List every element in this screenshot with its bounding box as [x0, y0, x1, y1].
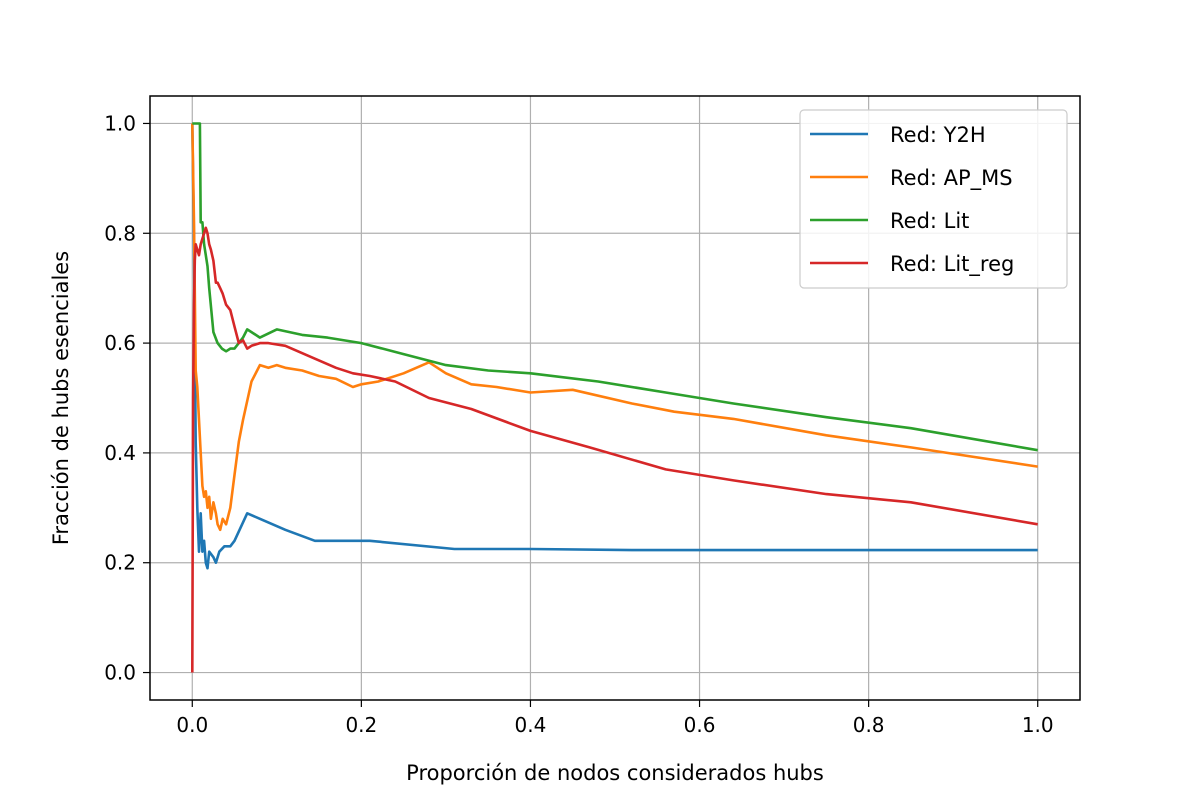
y-tick-label: 0.8 — [104, 221, 136, 245]
series-layer — [191, 122, 1038, 673]
y-tick-label: 0.0 — [104, 661, 136, 685]
legend-label: Red: Lit — [890, 209, 969, 233]
y-tick-label: 1.0 — [104, 111, 136, 135]
series-line-red-lit-reg — [191, 226, 1038, 673]
series-line-red-ap-ms — [191, 123, 1038, 532]
legend-label: Red: Y2H — [890, 123, 986, 147]
series-line-red-y2h — [191, 123, 1038, 570]
x-tick-label: 0.8 — [853, 713, 885, 737]
legend-label: Red: AP_MS — [890, 166, 1013, 191]
y-tick-label: 0.4 — [104, 441, 136, 465]
x-tick-label: 1.0 — [1022, 713, 1054, 737]
x-tick-label: 0.4 — [515, 713, 547, 737]
y-tick-label: 0.2 — [104, 551, 136, 575]
y-axis-label: Fracción de hubs esenciales — [49, 251, 73, 545]
y-tick-label: 0.6 — [104, 331, 136, 355]
x-axis-label: Proporción de nodos considerados hubs — [406, 761, 824, 785]
legend: Red: Y2H Red: AP_MS Red: Lit Red: Lit_reg — [799, 109, 1068, 289]
legend-box — [799, 109, 1068, 289]
plot-frame — [149, 95, 1081, 701]
legend-label: Red: Lit_reg — [890, 252, 1014, 277]
x-tick-label: 0.0 — [176, 713, 208, 737]
ticks: 0.0 0.2 0.4 0.6 0.8 1.0 0.0 0.2 0.4 0.6 0.8 1.0 — [104, 111, 1053, 737]
x-tick-label: 0.6 — [684, 713, 716, 737]
x-tick-label: 0.2 — [345, 713, 377, 737]
